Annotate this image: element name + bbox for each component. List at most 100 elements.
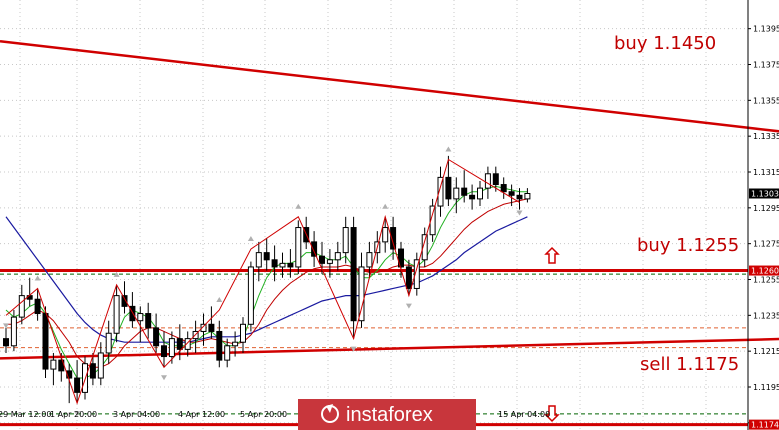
- candle-body: [121, 295, 128, 307]
- fractal-marker: [34, 275, 41, 281]
- candle-body: [484, 173, 491, 189]
- candle-body: [366, 252, 373, 268]
- trendlines: [0, 39, 779, 360]
- fractal-marker: [350, 346, 357, 352]
- current-price-tag: 1.1303: [751, 190, 779, 199]
- x-tick-labels: 29 Mar 12:001 Apr 20:00 3 Apr 04:00 4 Apr …: [0, 410, 550, 419]
- trendline-upper-resistance: [0, 39, 779, 133]
- candle-body: [137, 313, 144, 322]
- candle-body: [279, 262, 286, 268]
- annotation-label: buy 1.1255: [637, 235, 739, 256]
- candle-body: [3, 338, 9, 347]
- watermark: instaforex: [298, 399, 476, 430]
- y-tick-label: 1.1315: [753, 168, 779, 177]
- current-price-tag-bg: [749, 188, 779, 199]
- fractal-marker: [516, 210, 523, 216]
- candle-body: [255, 252, 262, 268]
- candle-body: [461, 187, 468, 196]
- x-tick-label: 1 Apr 20:00: [50, 410, 97, 419]
- y-tick-label: 1.1195: [753, 383, 779, 392]
- candle-body: [271, 259, 278, 268]
- fractal-marker: [382, 203, 389, 209]
- fractals: [3, 146, 523, 417]
- annotation-label: sell 1.1175: [640, 354, 739, 375]
- level-tag-lower: 1.1174: [751, 421, 779, 430]
- candle-body: [311, 241, 318, 257]
- candle-body: [153, 327, 160, 347]
- candle-body: [492, 173, 499, 186]
- y-tick-label: 1.1275: [753, 240, 779, 249]
- fractal-marker: [247, 236, 254, 242]
- fractal-marker: [445, 146, 452, 152]
- candle-body: [74, 377, 81, 393]
- candle-body: [469, 194, 476, 200]
- candle-body: [524, 193, 531, 200]
- y-tick-label: 1.1215: [753, 347, 779, 356]
- grid: [0, 0, 748, 430]
- candle-body: [413, 259, 420, 289]
- annotations: buy 1.1450 buy 1.1255 sell 1.1175: [614, 33, 739, 375]
- candle-body: [319, 255, 325, 264]
- level-tag-upper-bg: [749, 265, 779, 276]
- candle-body: [200, 323, 207, 332]
- candle-body: [342, 227, 349, 254]
- candle-body: [42, 313, 49, 370]
- candle-body: [287, 262, 294, 268]
- level-tag-lower-bg: [749, 419, 779, 430]
- candle-body: [358, 266, 365, 322]
- level-tag-upper: 1.1260: [751, 267, 779, 276]
- candle-body: [216, 330, 223, 361]
- candle-body: [516, 194, 523, 200]
- x-tick-label: 3 Apr 04:00: [113, 410, 160, 419]
- candle-body: [232, 341, 239, 347]
- x-tick-label: 15 Apr 04:00: [498, 410, 550, 419]
- zigzag-line: [5, 158, 520, 405]
- fractal-marker: [216, 296, 223, 302]
- candle-body: [34, 298, 41, 315]
- fractal-marker: [405, 303, 412, 309]
- x-tick-label: 4 Apr 12:00: [178, 410, 225, 419]
- candle-body: [50, 359, 57, 370]
- buy-arrow-icon: [544, 246, 560, 264]
- candle-body: [398, 248, 404, 268]
- candle-body: [176, 338, 183, 350]
- candle-body: [405, 266, 412, 289]
- candle-body: [145, 313, 152, 329]
- candle-body: [10, 316, 17, 347]
- y-tick-label: 1.1375: [753, 61, 779, 70]
- y-tick-label: 1.1255: [753, 276, 779, 285]
- candle-body: [263, 252, 270, 261]
- level-arrows: [544, 246, 560, 423]
- candle-body: [208, 323, 215, 332]
- y-tick-label: 1.1295: [753, 204, 779, 213]
- candle-body: [184, 338, 191, 350]
- trendline-lower-support: [0, 337, 779, 360]
- x-tick-label: 29 Mar 12:00: [0, 410, 51, 419]
- zigzag: [5, 158, 520, 405]
- candle-body: [477, 187, 483, 200]
- fractal-marker: [161, 375, 167, 381]
- y-tick-labels: 1.1395 1.1375 1.1355 1.1335 1.1315 1.1295 1.12…: [748, 25, 779, 430]
- candle-body: [105, 332, 112, 354]
- fractal-marker: [74, 411, 81, 417]
- candle-body: [429, 205, 436, 236]
- y-tick-label: 1.1355: [753, 96, 779, 105]
- y-tick-label: 1.1395: [753, 25, 779, 34]
- candle-body: [326, 259, 333, 264]
- watermark-text: instaforex: [346, 404, 433, 426]
- candle-body: [453, 187, 460, 200]
- candle-body: [129, 305, 136, 322]
- candle-body: [113, 295, 120, 334]
- watermark-bg: [298, 399, 476, 430]
- candle-body: [161, 345, 167, 358]
- candle-body: [240, 323, 246, 343]
- x-tick-label: 5 Apr 20:00: [240, 410, 287, 419]
- candle-body: [382, 227, 389, 243]
- sell-arrow-icon: [544, 405, 560, 423]
- candle-body: [224, 345, 231, 361]
- fractal-marker: [113, 271, 120, 277]
- candle-body: [508, 191, 515, 196]
